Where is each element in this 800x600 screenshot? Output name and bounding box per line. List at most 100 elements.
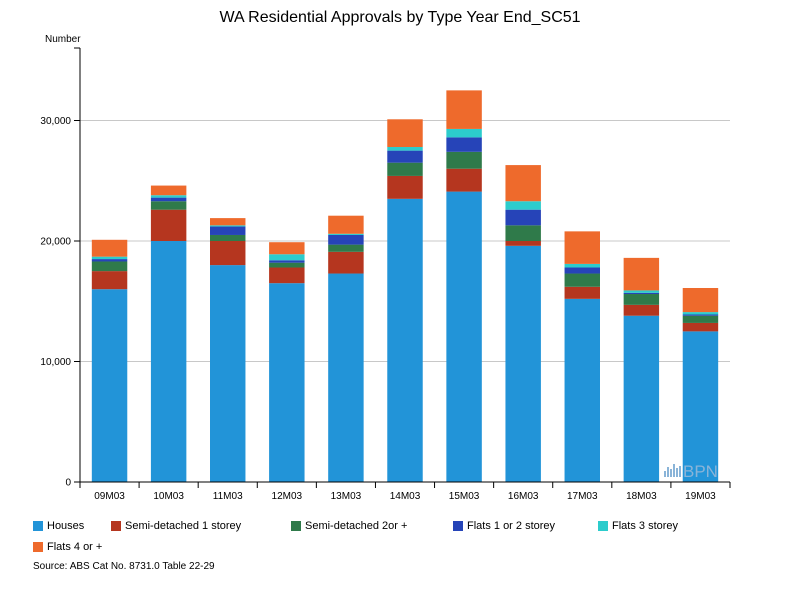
- x-tick-label: 16M03: [508, 491, 539, 502]
- bar-segment[interactable]: [91, 261, 128, 272]
- bar-segment[interactable]: [623, 304, 660, 316]
- bar-segment[interactable]: [269, 254, 305, 261]
- legend-label: Flats 1 or 2 storey: [467, 520, 556, 532]
- bar-segment[interactable]: [150, 195, 187, 198]
- x-tick-label: 09M03: [94, 491, 125, 502]
- x-tick-label: 19M03: [685, 491, 716, 502]
- bar-segment[interactable]: [91, 259, 128, 262]
- y-tick-label: 20,000: [40, 237, 71, 248]
- bar-segment[interactable]: [210, 218, 246, 226]
- bar-segment[interactable]: [210, 225, 246, 227]
- bar-segment[interactable]: [446, 191, 482, 482]
- bar-segment[interactable]: [623, 294, 660, 305]
- legend-item[interactable]: Flats 1 or 2 storey: [453, 520, 555, 532]
- legend-label: Flats 3 storey: [612, 520, 679, 532]
- legend-label: Semi-detached 1 storey: [125, 520, 242, 532]
- bar-segment[interactable]: [328, 273, 364, 482]
- bar-segment[interactable]: [564, 298, 600, 482]
- bar-segment[interactable]: [328, 234, 364, 245]
- legend-item[interactable]: Houses: [33, 520, 84, 532]
- bar-segment[interactable]: [387, 175, 423, 199]
- bar-segment[interactable]: [387, 198, 423, 482]
- x-tick-label: 15M03: [449, 491, 480, 502]
- bar-segment[interactable]: [623, 292, 660, 295]
- bar-segment[interactable]: [328, 244, 364, 252]
- bar-segment[interactable]: [446, 128, 482, 138]
- bar-segment[interactable]: [150, 241, 187, 482]
- bar-segment[interactable]: [269, 262, 305, 268]
- bar-segment[interactable]: [682, 314, 719, 316]
- bar-segment[interactable]: [269, 267, 305, 284]
- bar-segment[interactable]: [623, 315, 660, 482]
- bar-segment[interactable]: [387, 150, 423, 163]
- y-ticks: 0 10,000 20,000 30,000: [40, 116, 80, 489]
- bar-segment[interactable]: [91, 239, 128, 257]
- bar-segment[interactable]: [387, 119, 423, 148]
- bar-segment[interactable]: [269, 260, 305, 263]
- bar-segment[interactable]: [91, 256, 128, 260]
- bars: [91, 90, 719, 482]
- bar-segment[interactable]: [505, 209, 541, 226]
- legend-swatch: [598, 521, 608, 531]
- bar-segment[interactable]: [210, 226, 246, 235]
- x-ticks: 09M03 10M03 11M03 12M03 13M03 14M03 15M03 16M03…: [79, 482, 731, 502]
- legend-item[interactable]: Flats 4 or +: [33, 541, 102, 553]
- bar-segment[interactable]: [210, 241, 246, 266]
- bar-segment[interactable]: [682, 312, 719, 315]
- bar-segment[interactable]: [328, 233, 364, 235]
- bar-segment[interactable]: [564, 263, 600, 268]
- y-tick-label: 0: [65, 478, 71, 489]
- bar-segment[interactable]: [328, 251, 364, 274]
- bar-segment[interactable]: [446, 137, 482, 152]
- legend-swatch: [453, 521, 463, 531]
- watermark-text: BPN: [683, 462, 718, 481]
- bar-segment[interactable]: [387, 147, 423, 151]
- legend-swatch: [33, 521, 43, 531]
- bar-segment[interactable]: [150, 197, 187, 202]
- bar-segment[interactable]: [564, 231, 600, 264]
- bar-segment[interactable]: [564, 267, 600, 274]
- bar-segment[interactable]: [150, 201, 187, 210]
- bar-segment[interactable]: [505, 165, 541, 202]
- watermark: BPN: [664, 462, 718, 481]
- bar-segment[interactable]: [623, 290, 660, 293]
- bar-segment[interactable]: [564, 273, 600, 287]
- bar-segment[interactable]: [150, 209, 187, 241]
- x-tick-label: 13M03: [331, 491, 362, 502]
- bar-segment[interactable]: [505, 201, 541, 210]
- legend-label: Semi-detached 2or +: [305, 520, 408, 532]
- legend-item[interactable]: Semi-detached 1 storey: [111, 520, 241, 532]
- bar-segment[interactable]: [505, 225, 541, 241]
- bar-segment[interactable]: [269, 283, 305, 482]
- bar-segment[interactable]: [682, 331, 719, 482]
- bar-segment[interactable]: [623, 257, 660, 291]
- bar-segment[interactable]: [446, 90, 482, 129]
- bar-segment[interactable]: [269, 242, 305, 255]
- x-tick-label: 18M03: [626, 491, 657, 502]
- x-tick-label: 11M03: [213, 491, 243, 502]
- x-tick-label: 14M03: [390, 491, 421, 502]
- y-axis-label: Number: [45, 34, 81, 45]
- bar-segment[interactable]: [682, 322, 719, 332]
- legend-item[interactable]: Flats 3 storey: [598, 520, 678, 532]
- bar-segment[interactable]: [91, 289, 128, 482]
- bar-segment[interactable]: [210, 234, 246, 241]
- x-tick-label: 10M03: [153, 491, 184, 502]
- y-tick-label: 10,000: [40, 357, 71, 368]
- bar-segment[interactable]: [682, 287, 719, 313]
- legend-item[interactable]: Semi-detached 2or +: [291, 520, 407, 532]
- bar-segment[interactable]: [446, 151, 482, 169]
- bar-segment[interactable]: [387, 162, 423, 176]
- bar-segment[interactable]: [91, 271, 128, 290]
- bar-segment[interactable]: [150, 185, 187, 196]
- bar-segment[interactable]: [210, 265, 246, 482]
- source-note: Source: ABS Cat No. 8731.0 Table 22-29: [33, 561, 215, 572]
- bar-segment[interactable]: [446, 168, 482, 192]
- bpn-logo-icon: [664, 464, 681, 477]
- bar-segment[interactable]: [682, 315, 719, 323]
- bar-segment[interactable]: [505, 245, 541, 482]
- bar-segment[interactable]: [505, 241, 541, 246]
- bar-segment[interactable]: [328, 215, 364, 234]
- bar-segment[interactable]: [564, 286, 600, 299]
